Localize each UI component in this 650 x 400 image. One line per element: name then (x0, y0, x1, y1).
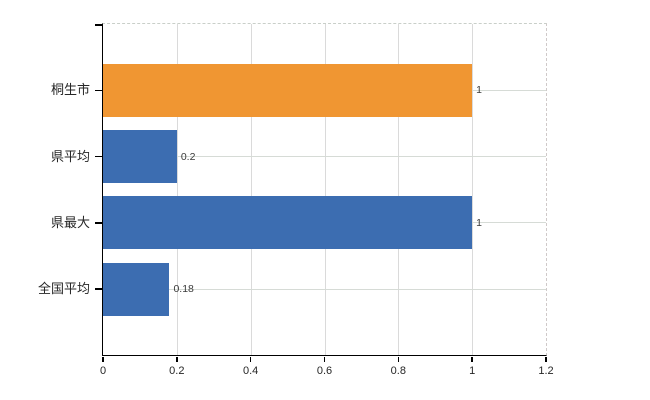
category-label: 桐生市 (50, 82, 90, 98)
x-tick-label: 0 (99, 365, 107, 377)
bar-value-label: 0.2 (180, 150, 196, 163)
x-axis-tick (397, 356, 400, 362)
x-tick-label: 1 (469, 365, 476, 377)
x-axis-tick (545, 356, 547, 362)
bar-2 (103, 196, 473, 250)
category-gridline (103, 156, 546, 158)
bar-value-label: 0.18 (173, 283, 194, 296)
y-axis-tick (95, 155, 103, 158)
x-tick-label: 0.2 (169, 365, 185, 377)
plot-area: 桐生市 1 県平均 0.2 県最大 1 全国平均 0.18 0 0.2 0.4 0.6 0.8 1 1.2 (38, 23, 554, 377)
x-tick-label: 0.8 (390, 365, 406, 377)
category-label: 県最大 (50, 214, 90, 230)
bar-0 (103, 63, 473, 117)
bar-1 (103, 130, 177, 184)
x-tick-label: 0.6 (316, 365, 333, 377)
vertical-gridline (472, 24, 474, 355)
x-axis-tick (102, 356, 104, 362)
x-axis-tick (249, 356, 252, 362)
y-axis-tick (95, 288, 103, 290)
vertical-gridline (176, 24, 178, 355)
category-gridline (103, 288, 546, 290)
vertical-gridline (250, 24, 252, 355)
x-tick-label: 0.4 (243, 365, 259, 377)
x-axis-tick (471, 356, 473, 362)
x-tick-label: 1.2 (538, 365, 554, 377)
bar-3 (103, 262, 170, 316)
y-axis-tick (95, 89, 103, 92)
x-axis-tick (323, 356, 326, 362)
x-axis-tick (176, 356, 178, 362)
bar-value-label: 1 (476, 84, 482, 97)
y-axis-top-tick (95, 24, 103, 26)
vertical-gridline (398, 24, 400, 355)
category-label: 県平均 (50, 148, 90, 164)
category-label: 全国平均 (37, 281, 90, 297)
bar-value-label: 1 (476, 216, 482, 229)
y-axis-tick (95, 222, 103, 224)
vertical-gridline (324, 24, 326, 355)
